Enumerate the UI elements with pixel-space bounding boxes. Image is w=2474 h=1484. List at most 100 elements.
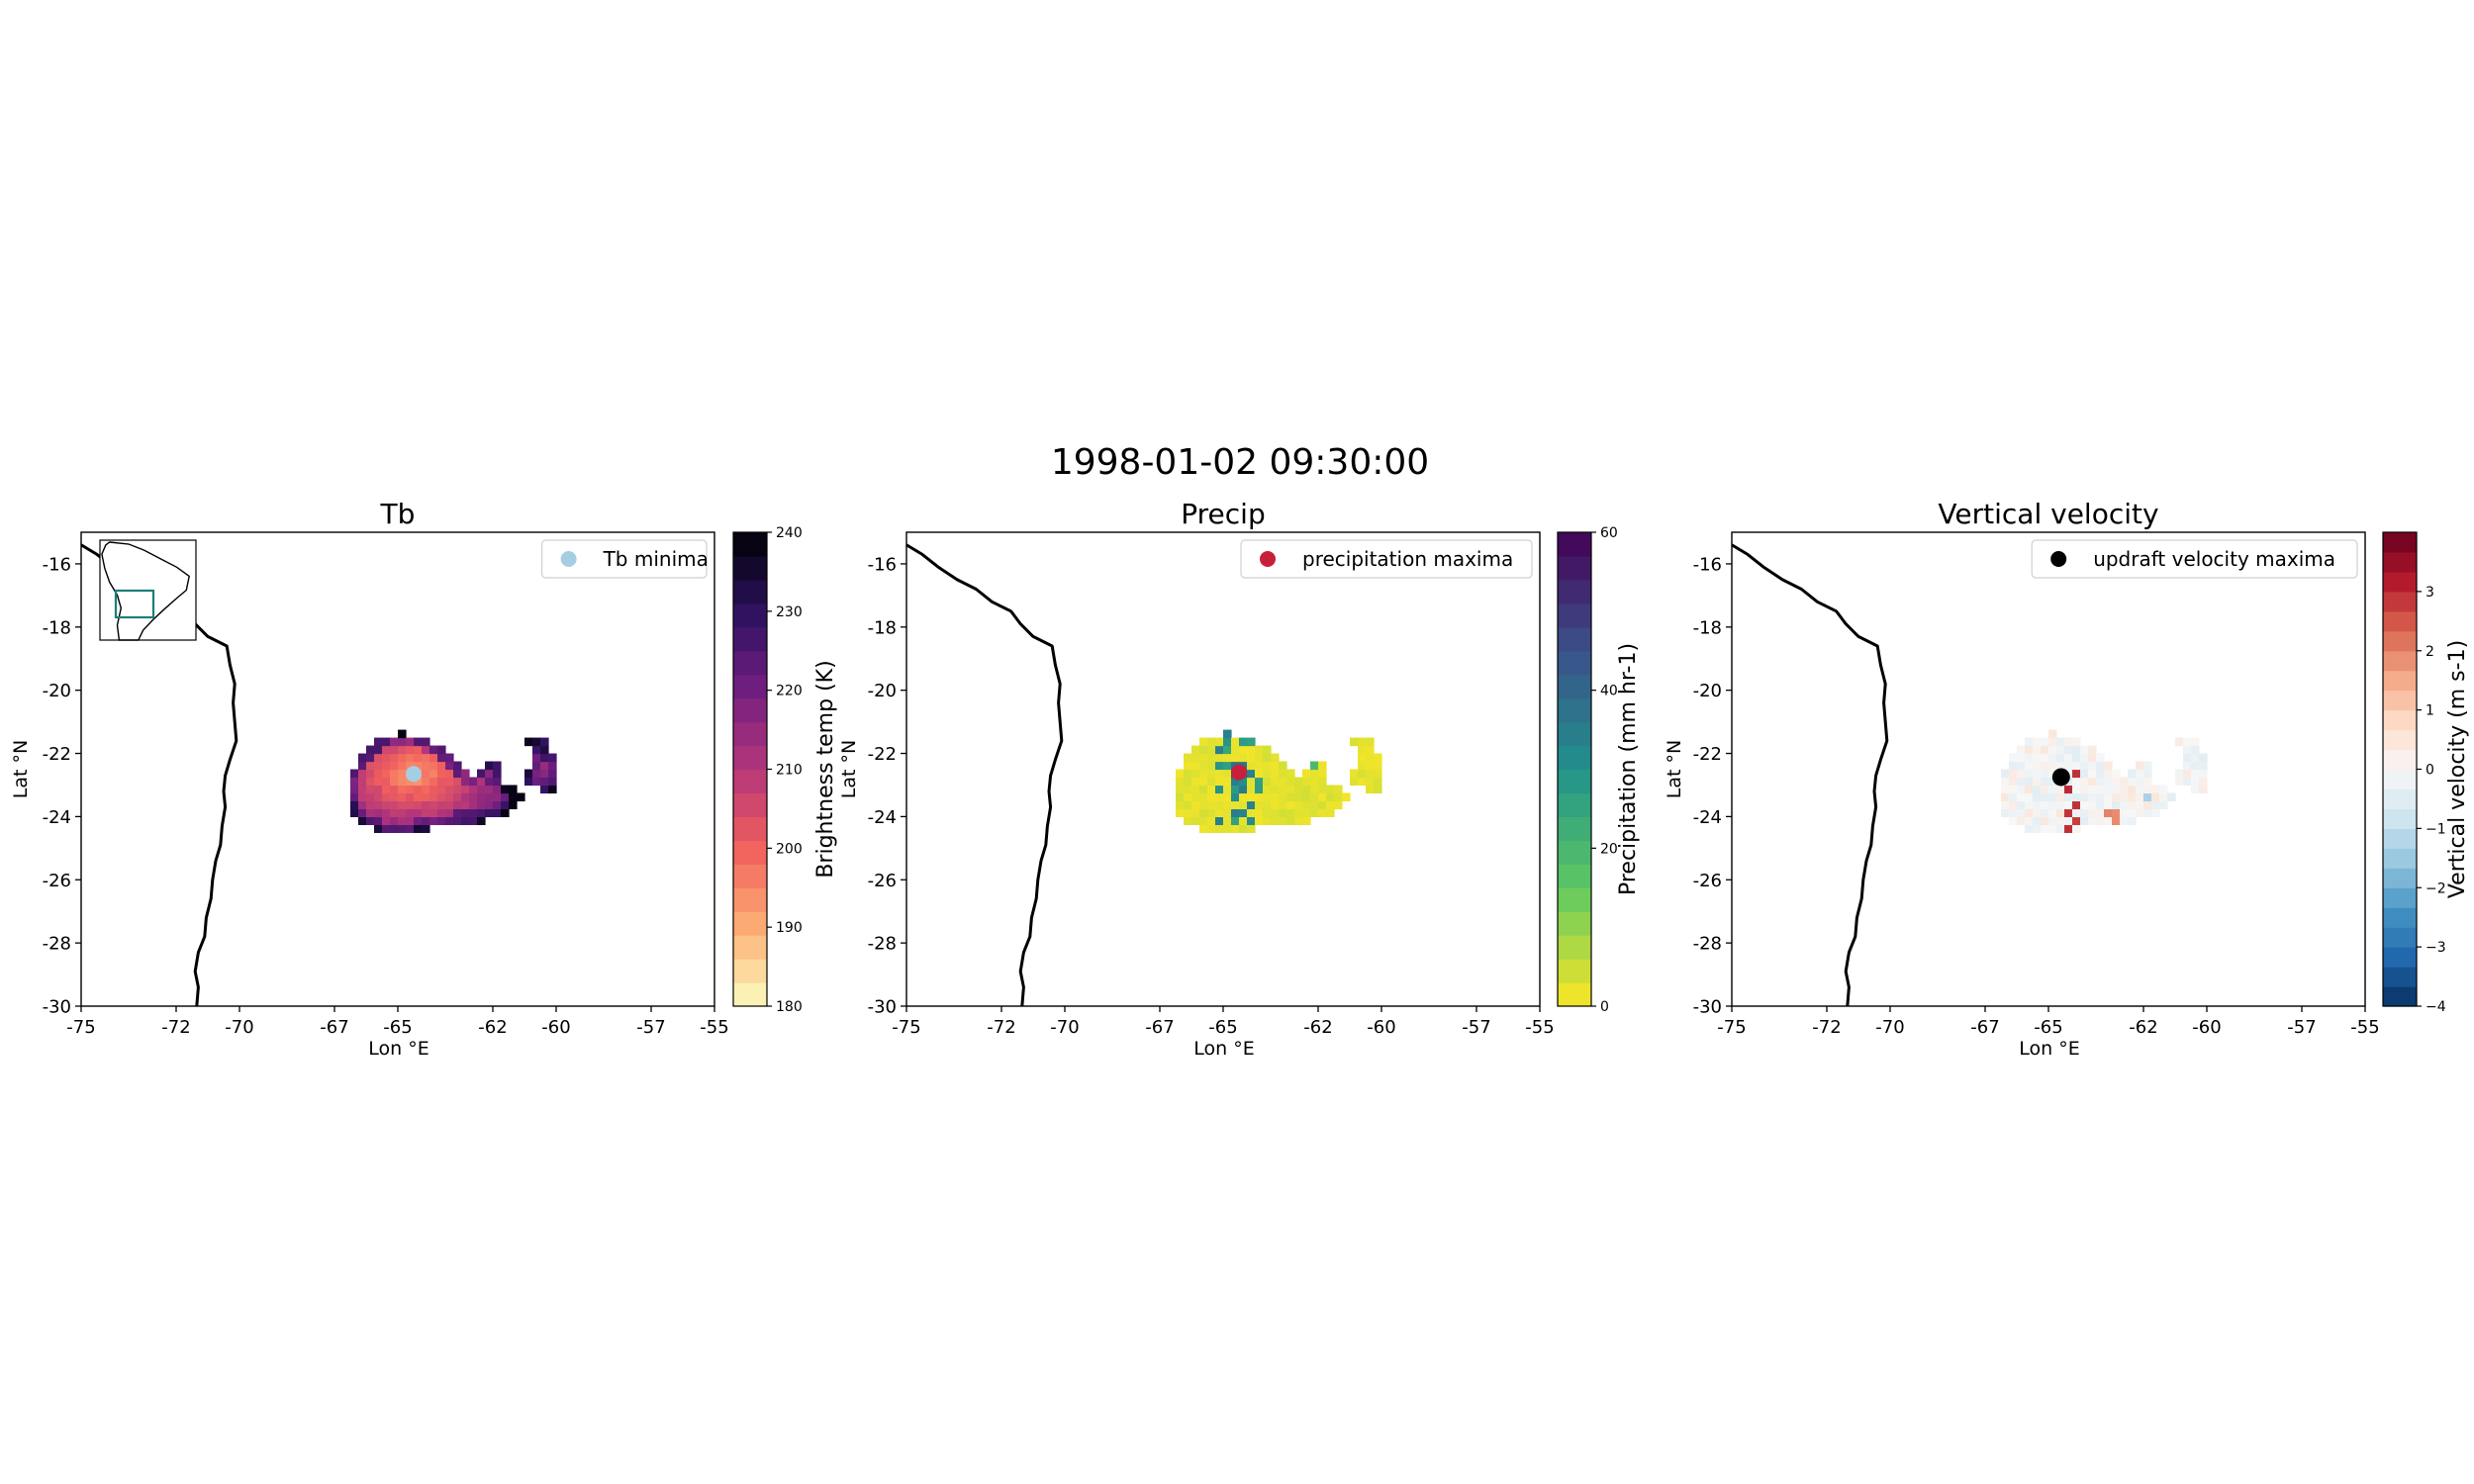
heatmap-cell: [1263, 808, 1272, 817]
heatmap-cell: [414, 761, 423, 771]
heatmap-cell: [1366, 745, 1375, 755]
heatmap-cell: [382, 785, 391, 794]
heatmap-cell: [2017, 745, 2026, 755]
heatmap-cell: [437, 769, 446, 779]
heatmap-cell: [422, 792, 430, 802]
heatmap-cell: [501, 808, 510, 817]
heatmap-cell: [2143, 785, 2152, 794]
marker-updraft-maxima: [2051, 768, 2070, 787]
heatmap-cell: [2080, 800, 2089, 810]
heatmap-cell: [1271, 761, 1280, 771]
heatmap-cell: [1358, 753, 1367, 763]
heatmap-cell: [382, 769, 391, 779]
heatmap-cell: [398, 737, 407, 747]
heatmap-cell: [2191, 785, 2200, 794]
heatmap-cell: [1255, 777, 1264, 787]
legend: precipitation maxima: [1240, 539, 1533, 579]
heatmap-cell: [382, 808, 391, 817]
heatmap-cell: [1286, 785, 1295, 794]
heatmap-cell: [2025, 753, 2034, 763]
heatmap-cell: [1215, 737, 1224, 747]
heatmap-cell: [2041, 816, 2049, 825]
heatmap-cell: [374, 745, 383, 755]
heatmap-cell: [2033, 824, 2042, 833]
heatmap-cell: [2009, 808, 2018, 817]
heatmap-cells: [1176, 729, 1382, 833]
inset-south-america-map: [99, 539, 197, 641]
colorbar-segment: [1558, 555, 1591, 581]
y-tick-label: -30: [43, 997, 71, 1018]
heatmap-cell: [1302, 769, 1311, 779]
heatmap-cell: [422, 737, 430, 747]
heatmap-cell: [1239, 753, 1248, 763]
heatmap-cell: [2025, 745, 2034, 755]
y-tick-label: -20: [868, 681, 897, 701]
heatmap-cell: [366, 769, 375, 779]
heatmap-cell: [2072, 761, 2081, 771]
colorbar-segment: [2383, 907, 2417, 928]
heatmap-cell: [422, 753, 430, 763]
heatmap-cell: [524, 769, 533, 779]
x-tick-label: -62: [1303, 1017, 1332, 1038]
x-axis-label: Lon °E: [1193, 1038, 1254, 1060]
heatmap-cell: [524, 777, 533, 787]
heatmap-cell: [2096, 800, 2105, 810]
heatmap-cell: [437, 761, 446, 771]
heatmap-cell: [390, 792, 399, 802]
heatmap-cell: [2112, 808, 2121, 817]
heatmap-cell: [2183, 737, 2192, 747]
heatmap-cell: [1271, 753, 1280, 763]
heatmap-cell: [1184, 761, 1192, 771]
heatmap-cell: [2025, 785, 2034, 794]
heatmap-cell: [406, 777, 415, 787]
heatmap-cell: [2104, 808, 2113, 817]
heatmap-cell: [2041, 777, 2049, 787]
heatmap-cell: [1231, 785, 1240, 794]
heatmap-cell: [1223, 761, 1232, 771]
heatmap-cell: [1231, 753, 1240, 763]
heatmap-cell: [2072, 800, 2081, 810]
colorbar-segment: [2383, 848, 2417, 869]
heatmap-cell: [398, 777, 407, 787]
heatmap-cell: [2017, 785, 2026, 794]
colorbar-segment: [733, 887, 767, 912]
chart-panel-1: Tb -75 -72 -70 -67 -65 -62 -60 -57 -55 -16 -18 -20 -2…: [10, 498, 838, 1060]
heatmap-cell: [1302, 792, 1311, 802]
heatmap-cell: [1207, 792, 1216, 802]
heatmap-cell: [2136, 800, 2144, 810]
colorbar-segment: [733, 792, 767, 817]
heatmap-cell: [540, 761, 549, 771]
heatmap-cell: [469, 808, 478, 817]
heatmap-cell: [509, 800, 518, 810]
panel-title: Tb: [380, 498, 416, 530]
heatmap-cell: [350, 777, 359, 787]
y-axis-label: Lat °N: [838, 740, 860, 798]
heatmap-cell: [2199, 769, 2208, 779]
heatmap-cell: [445, 769, 454, 779]
y-tick-label: -28: [1693, 934, 1722, 955]
heatmap-cell: [493, 761, 502, 771]
heatmap-cell: [1294, 777, 1303, 787]
heatmap-cell: [2048, 761, 2057, 771]
heatmap-cell: [414, 824, 423, 833]
heatmap-cell: [461, 769, 470, 779]
x-tick-label: -55: [1525, 1017, 1554, 1038]
heatmap-cell: [1191, 745, 1200, 755]
heatmap-cell: [1247, 785, 1256, 794]
heatmap-cell: [2120, 792, 2129, 802]
heatmap-cell: [1199, 761, 1208, 771]
heatmap-cell: [437, 816, 446, 825]
heatmap-cell: [2041, 745, 2049, 755]
heatmap-cell: [461, 808, 470, 817]
colorbar-segment: [733, 626, 767, 652]
heatmap-cell: [382, 816, 391, 825]
heatmap-cell: [1255, 785, 1264, 794]
heatmap-cell: [2033, 808, 2042, 817]
heatmap-cell: [1310, 761, 1319, 771]
heatmap-cell: [445, 777, 454, 787]
heatmap-cell: [1318, 792, 1327, 802]
heatmap-cell: [2104, 792, 2113, 802]
heatmap-cell: [1279, 800, 1287, 810]
heatmap-cell: [2048, 769, 2057, 779]
